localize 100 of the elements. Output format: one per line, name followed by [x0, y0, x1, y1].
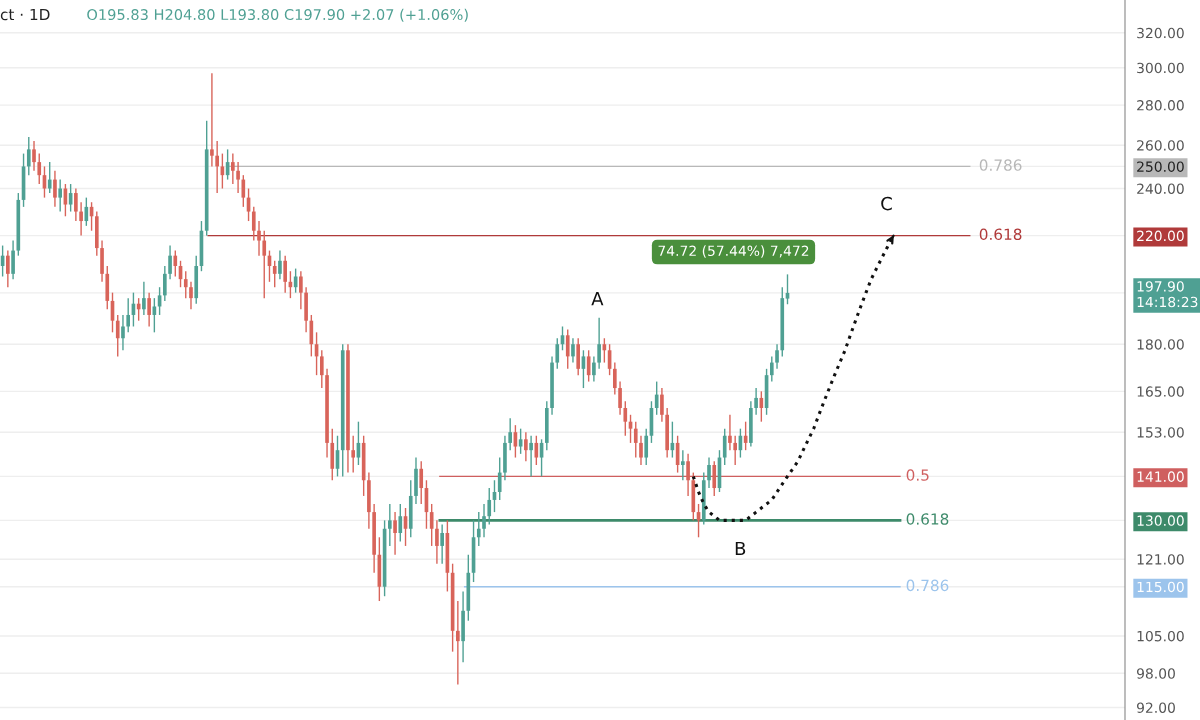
- candlestick: [278, 249, 282, 280]
- candlestick: [215, 140, 219, 194]
- candlestick: [524, 431, 528, 462]
- y-tick-label: 250.00: [1137, 161, 1184, 172]
- y-tick-label: 105.00: [1137, 630, 1184, 642]
- candlestick: [612, 361, 617, 396]
- candlestick: [210, 72, 214, 168]
- candlestick: [654, 380, 659, 416]
- candlestick: [231, 152, 235, 185]
- candlestick: [6, 249, 10, 288]
- candlestick: [351, 435, 356, 474]
- candlestick: [262, 230, 267, 299]
- candlestick: [775, 343, 779, 370]
- candlestick: [26, 136, 31, 176]
- candlestick: [456, 600, 460, 686]
- chart-title: ct · 1D: [0, 8, 50, 21]
- candlestick: [47, 161, 52, 194]
- candlestick: [58, 178, 63, 213]
- candlestick: [565, 328, 570, 370]
- candlestick: [251, 206, 256, 242]
- y-tick-label: 220.00: [1137, 230, 1184, 242]
- candlestick: [529, 435, 533, 478]
- candlestick: [121, 314, 125, 351]
- candlestick: [623, 400, 628, 437]
- candlestick: [168, 244, 172, 280]
- candlestick: [722, 427, 727, 466]
- candlestick: [707, 456, 711, 489]
- candlestick: [618, 380, 622, 416]
- annotation: 74.72 (57.44%) 7,472: [658, 245, 809, 258]
- candlestick: [597, 317, 601, 370]
- annotation: 0.618: [906, 513, 949, 525]
- candlestick: [555, 337, 560, 370]
- y-tick-label: 141.00: [1137, 471, 1184, 482]
- candlestick: [644, 427, 649, 466]
- candlestick: [32, 140, 36, 172]
- candlestick: [769, 355, 774, 383]
- y-tick-label: 197.90 14:18:23: [1137, 281, 1198, 308]
- annotation: A: [591, 292, 604, 306]
- candlestick: [283, 254, 288, 294]
- candlestick: [508, 417, 513, 451]
- candlestick: [435, 519, 439, 565]
- candlestick: [398, 503, 403, 543]
- y-tick-label: 320.00: [1137, 27, 1184, 39]
- candlestick: [272, 260, 277, 288]
- candlestick: [241, 174, 246, 208]
- y-tick-label: 280.00: [1137, 100, 1184, 111]
- candlestick: [681, 449, 685, 481]
- candlestick: [173, 249, 178, 278]
- annotation: 0.618: [979, 228, 1022, 241]
- candlestick: [183, 270, 188, 299]
- candlestick: [754, 387, 758, 416]
- y-tick-label: 115.00: [1137, 581, 1184, 593]
- y-tick-label: 165.00: [1137, 386, 1184, 397]
- candlestick: [147, 291, 151, 328]
- y-tick-label: 240.00: [1137, 183, 1184, 194]
- y-tick-label: 130.00: [1137, 515, 1184, 526]
- y-tick-label: 98.00: [1136, 668, 1175, 679]
- candlestick: [53, 170, 57, 208]
- candlestick: [74, 187, 78, 222]
- annotation: 0.786: [906, 579, 949, 592]
- candlestick: [387, 503, 392, 547]
- candlestick: [142, 281, 146, 316]
- candlestick: [115, 314, 120, 358]
- candlestick: [487, 487, 492, 526]
- candlestick: [393, 511, 397, 556]
- candlestick: [639, 435, 643, 466]
- candlestick: [126, 297, 131, 334]
- annotation: 0.5: [906, 469, 929, 481]
- text: O195.83 H204.80 L193.80 C197.90 +2.07 (+1.06%): [87, 8, 468, 22]
- annotation: B: [735, 541, 746, 556]
- candlestick: [733, 435, 738, 466]
- candlestick: [571, 337, 575, 364]
- candlestick: [79, 201, 83, 237]
- candlestick: [319, 349, 324, 389]
- candlestick: [518, 427, 523, 455]
- candlestick: [37, 152, 42, 185]
- candlestick: [236, 161, 240, 194]
- candlestick: [497, 456, 502, 501]
- candlestick: [257, 220, 261, 257]
- y-tick-label: 300.00: [1137, 62, 1184, 74]
- y-tick-label: 121.00: [1137, 554, 1184, 565]
- annotation: 0.786: [979, 159, 1022, 171]
- candlestick: [429, 503, 434, 547]
- candlestick: [419, 460, 424, 505]
- candlestick: [11, 239, 15, 280]
- y-tick-label: 153.00: [1137, 427, 1184, 438]
- y-tick-label: 92.00: [1136, 702, 1175, 713]
- annotation: C: [881, 196, 892, 211]
- candlestick: [162, 265, 167, 302]
- candlestick: [299, 270, 303, 310]
- candlestick: [189, 281, 193, 310]
- candlestick: [440, 523, 444, 565]
- candlestick: [660, 387, 664, 423]
- y-tick-label: 260.00: [1137, 140, 1184, 151]
- candlestick: [633, 420, 638, 459]
- candlestick: [728, 414, 732, 451]
- candlestick: [592, 355, 596, 383]
- candlestick: [476, 511, 481, 547]
- y-tick-label: 180.00: [1137, 339, 1184, 350]
- candlestick: [482, 503, 486, 538]
